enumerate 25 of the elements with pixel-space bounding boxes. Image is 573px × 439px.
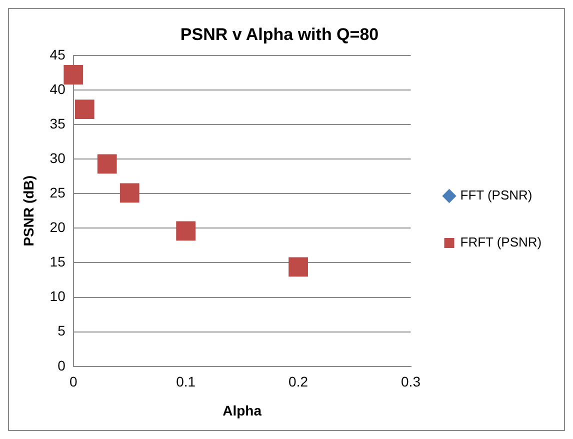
y-tick-label: 35 xyxy=(50,115,66,132)
point xyxy=(120,183,140,203)
x-tick-label: 0.3 xyxy=(401,374,421,390)
y-tick-label: 0 xyxy=(58,357,66,374)
y-tick-label: 30 xyxy=(50,150,66,166)
point xyxy=(288,257,308,277)
x-tick-label: 0.2 xyxy=(288,374,308,390)
legend-label: FRFT (PSNR) xyxy=(460,234,542,250)
y-axis-title: PSNR (dB) xyxy=(20,176,36,246)
x-axis-title: Alpha xyxy=(222,402,262,418)
point xyxy=(97,154,117,174)
y-tick-label: 45 xyxy=(50,46,66,62)
chart-title: PSNR v Alpha with Q=80 xyxy=(180,24,379,44)
x-tick-label: 0.1 xyxy=(176,374,196,390)
y-tick-label: 10 xyxy=(50,288,66,304)
legend-label: FFT (PSNR) xyxy=(460,188,532,203)
y-tick-label: 5 xyxy=(58,322,66,339)
y-tick-label: 40 xyxy=(50,80,66,97)
y-tick-label: 25 xyxy=(50,184,66,200)
point xyxy=(64,65,84,84)
point xyxy=(74,100,94,119)
y-tick-label: 15 xyxy=(50,254,66,270)
x-tick-label: 0 xyxy=(69,374,78,390)
point xyxy=(176,221,196,241)
y-tick-label: 20 xyxy=(50,219,66,236)
